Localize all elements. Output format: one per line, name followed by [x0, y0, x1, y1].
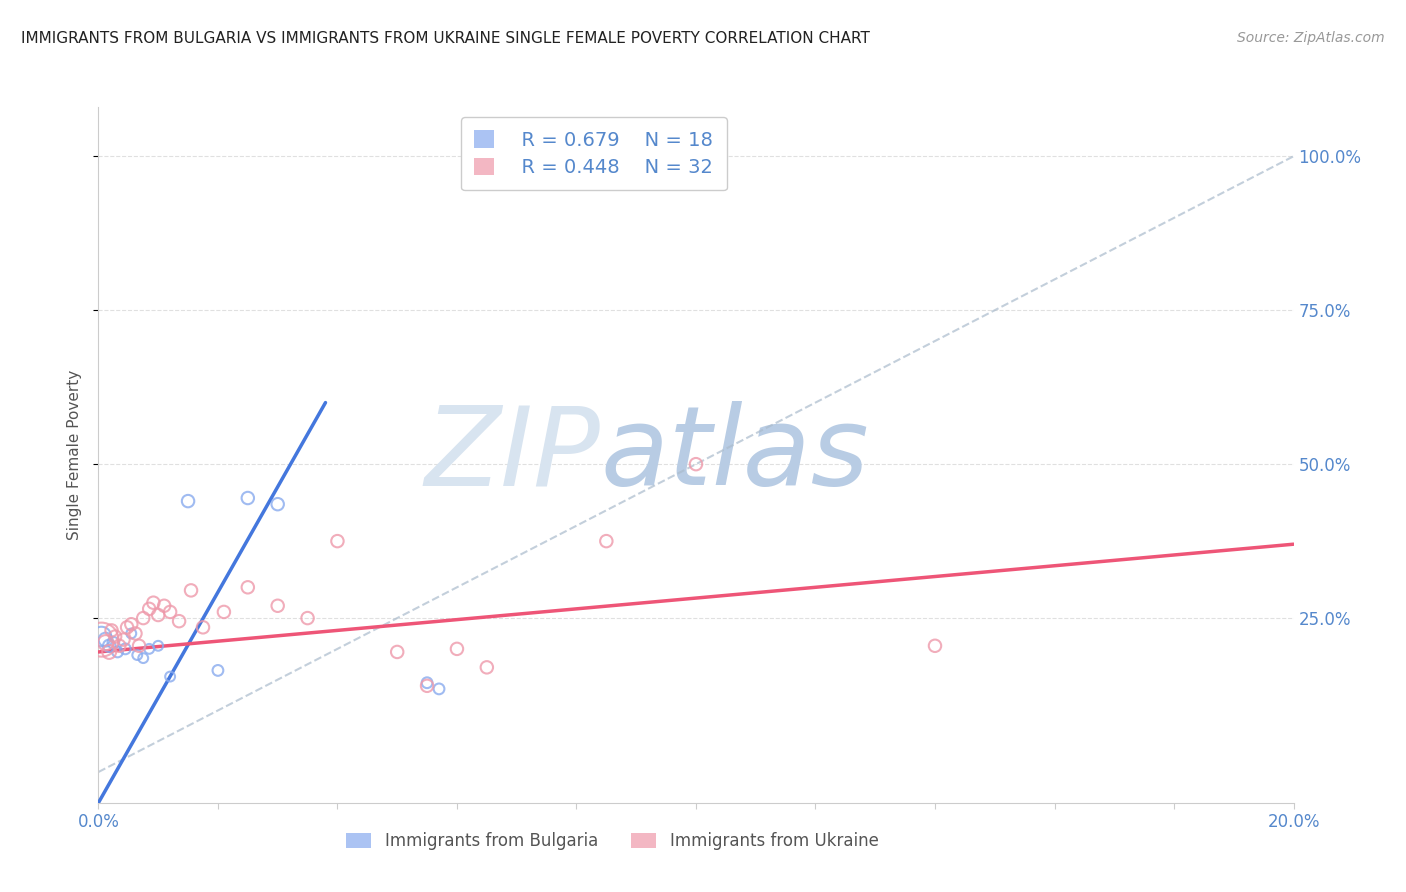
- Point: [685, 457, 707, 471]
- Point: [120, 626, 142, 640]
- Point: [207, 664, 229, 678]
- Text: Source: ZipAtlas.com: Source: ZipAtlas.com: [1237, 31, 1385, 45]
- Point: [120, 617, 142, 632]
- Point: [267, 599, 290, 613]
- Point: [138, 641, 160, 656]
- Point: [153, 599, 176, 613]
- Point: [148, 607, 170, 622]
- Point: [142, 596, 165, 610]
- Point: [107, 645, 129, 659]
- Point: [416, 679, 439, 693]
- Point: [191, 620, 214, 634]
- Legend: Immigrants from Bulgaria, Immigrants from Ukraine: Immigrants from Bulgaria, Immigrants fro…: [340, 826, 884, 857]
- Y-axis label: Single Female Poverty: Single Female Poverty: [67, 370, 83, 540]
- Point: [212, 605, 235, 619]
- Point: [114, 641, 136, 656]
- Point: [267, 497, 290, 511]
- Point: [94, 632, 117, 647]
- Point: [98, 645, 121, 659]
- Point: [416, 675, 439, 690]
- Point: [924, 639, 946, 653]
- Point: [124, 626, 146, 640]
- Point: [138, 602, 160, 616]
- Point: [180, 583, 202, 598]
- Point: [446, 641, 468, 656]
- Point: [100, 624, 122, 638]
- Point: [132, 651, 155, 665]
- Point: [103, 636, 125, 650]
- Point: [159, 605, 181, 619]
- Point: [385, 645, 409, 659]
- Point: [127, 648, 149, 662]
- Point: [112, 632, 135, 647]
- Point: [297, 611, 319, 625]
- Point: [159, 669, 181, 683]
- Point: [326, 534, 349, 549]
- Point: [90, 632, 112, 647]
- Point: [94, 636, 117, 650]
- Point: [236, 491, 259, 505]
- Point: [132, 611, 155, 625]
- Point: [475, 660, 498, 674]
- Text: ZIP: ZIP: [425, 401, 600, 508]
- Text: IMMIGRANTS FROM BULGARIA VS IMMIGRANTS FROM UKRAINE SINGLE FEMALE POVERTY CORREL: IMMIGRANTS FROM BULGARIA VS IMMIGRANTS F…: [21, 31, 870, 46]
- Point: [128, 639, 150, 653]
- Point: [115, 620, 138, 634]
- Point: [177, 494, 200, 508]
- Point: [167, 614, 190, 628]
- Point: [148, 639, 170, 653]
- Point: [104, 630, 127, 644]
- Point: [108, 639, 131, 653]
- Text: atlas: atlas: [600, 401, 869, 508]
- Point: [90, 630, 112, 644]
- Point: [427, 681, 450, 696]
- Point: [236, 580, 259, 594]
- Point: [595, 534, 617, 549]
- Point: [98, 639, 121, 653]
